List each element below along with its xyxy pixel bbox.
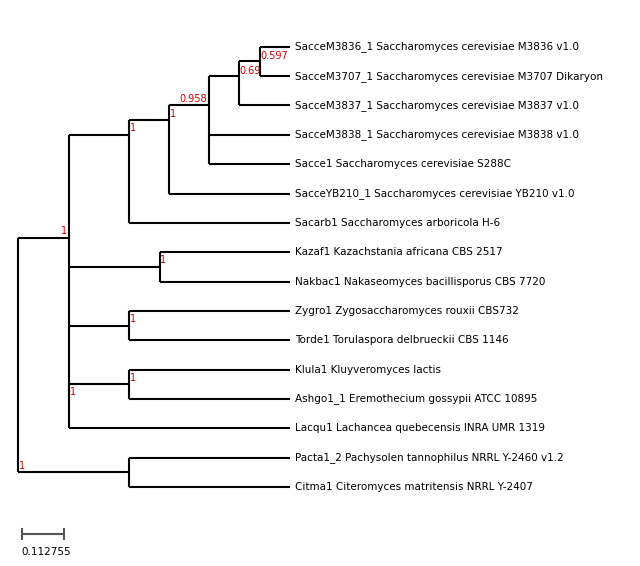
Text: 1: 1 xyxy=(161,255,166,265)
Text: 1: 1 xyxy=(130,123,136,134)
Text: 1: 1 xyxy=(61,226,67,236)
Text: Kazaf1 Kazachstania africana CBS 2517: Kazaf1 Kazachstania africana CBS 2517 xyxy=(294,247,502,257)
Text: Nakbac1 Nakaseomyces bacillisporus CBS 7720: Nakbac1 Nakaseomyces bacillisporus CBS 7… xyxy=(294,277,545,286)
Text: Sacarb1 Saccharomyces arboricola H-6: Sacarb1 Saccharomyces arboricola H-6 xyxy=(294,218,500,228)
Text: Pacta1_2 Pachysolen tannophilus NRRL Y-2460 v1.2: Pacta1_2 Pachysolen tannophilus NRRL Y-2… xyxy=(294,452,563,463)
Text: 0.69: 0.69 xyxy=(240,66,261,76)
Text: 1: 1 xyxy=(70,388,76,397)
Text: Torde1 Torulaspora delbrueckii CBS 1146: Torde1 Torulaspora delbrueckii CBS 1146 xyxy=(294,335,508,345)
Text: 1: 1 xyxy=(19,461,25,471)
Text: Citma1 Citeromyces matritensis NRRL Y-2407: Citma1 Citeromyces matritensis NRRL Y-24… xyxy=(294,482,532,492)
Text: SacceYB210_1 Saccharomyces cerevisiae YB210 v1.0: SacceYB210_1 Saccharomyces cerevisiae YB… xyxy=(294,188,574,199)
Text: 0.597: 0.597 xyxy=(260,52,289,62)
Text: 1: 1 xyxy=(130,373,136,383)
Text: 1: 1 xyxy=(170,109,176,119)
Text: 0.112755: 0.112755 xyxy=(22,547,71,557)
Text: SacceM3838_1 Saccharomyces cerevisiae M3838 v1.0: SacceM3838_1 Saccharomyces cerevisiae M3… xyxy=(294,130,579,140)
Text: Klula1 Kluyveromyces lactis: Klula1 Kluyveromyces lactis xyxy=(294,365,441,375)
Text: SacceM3836_1 Saccharomyces cerevisiae M3836 v1.0: SacceM3836_1 Saccharomyces cerevisiae M3… xyxy=(294,41,579,52)
Text: Sacce1 Saccharomyces cerevisiae S288C: Sacce1 Saccharomyces cerevisiae S288C xyxy=(294,159,511,169)
Text: Lacqu1 Lachancea quebecensis INRA UMR 1319: Lacqu1 Lachancea quebecensis INRA UMR 13… xyxy=(294,423,545,433)
Text: 1: 1 xyxy=(130,314,136,324)
Text: Zygro1 Zygosaccharomyces rouxii CBS732: Zygro1 Zygosaccharomyces rouxii CBS732 xyxy=(294,306,518,316)
Text: 0.958: 0.958 xyxy=(179,94,207,104)
Text: SacceM3837_1 Saccharomyces cerevisiae M3837 v1.0: SacceM3837_1 Saccharomyces cerevisiae M3… xyxy=(294,100,579,111)
Text: SacceM3707_1 Saccharomyces cerevisiae M3707 Dikaryon: SacceM3707_1 Saccharomyces cerevisiae M3… xyxy=(294,71,603,82)
Text: Ashgo1_1 Eremothecium gossypii ATCC 10895: Ashgo1_1 Eremothecium gossypii ATCC 1089… xyxy=(294,393,537,404)
